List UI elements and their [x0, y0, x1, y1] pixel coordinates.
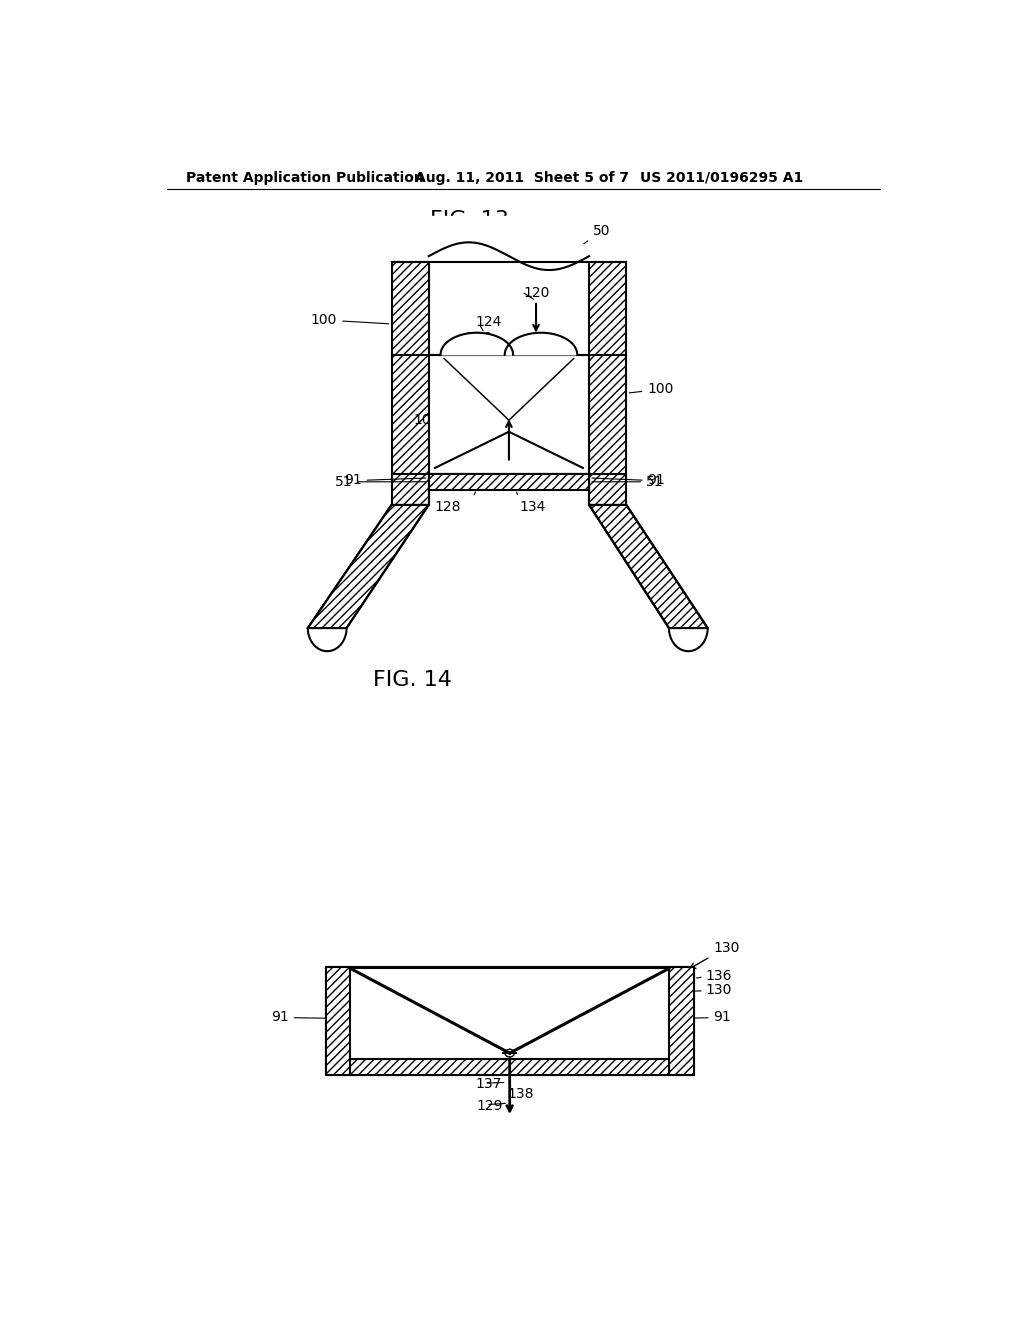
- Text: 100: 100: [311, 313, 389, 327]
- Text: 51: 51: [646, 475, 664, 488]
- Text: 128: 128: [435, 500, 461, 515]
- Text: 138: 138: [508, 1086, 535, 1101]
- Text: 91: 91: [271, 1010, 289, 1024]
- Bar: [669, 966, 693, 1074]
- Text: 105: 105: [354, 1034, 381, 1047]
- Text: US 2011/0196295 A1: US 2011/0196295 A1: [640, 170, 803, 185]
- Text: 122: 122: [486, 1022, 512, 1035]
- Polygon shape: [505, 333, 578, 355]
- Text: 100: 100: [629, 383, 674, 396]
- Bar: [350, 1059, 669, 1074]
- Text: Patent Application Publication: Patent Application Publication: [186, 170, 424, 185]
- Bar: [391, 263, 429, 506]
- Bar: [326, 966, 693, 1074]
- Bar: [350, 1059, 669, 1074]
- Text: 91: 91: [647, 474, 665, 487]
- Bar: [429, 474, 589, 490]
- Polygon shape: [440, 333, 513, 355]
- Text: 124: 124: [415, 983, 441, 997]
- Bar: [326, 966, 350, 1074]
- Bar: [429, 474, 589, 490]
- Bar: [589, 263, 627, 506]
- Text: 130: 130: [690, 940, 739, 969]
- Text: FIG. 14: FIG. 14: [373, 671, 452, 690]
- Bar: [589, 263, 627, 506]
- Text: 134: 134: [553, 1047, 580, 1060]
- Text: 50: 50: [584, 224, 610, 244]
- Text: 126: 126: [465, 331, 492, 345]
- Text: 105: 105: [414, 413, 439, 428]
- Text: 136: 136: [706, 969, 732, 983]
- Text: 134: 134: [519, 500, 546, 515]
- Bar: [429, 355, 589, 474]
- Text: 129: 129: [477, 1098, 503, 1113]
- Text: Aug. 11, 2011  Sheet 5 of 7: Aug. 11, 2011 Sheet 5 of 7: [415, 170, 629, 185]
- Text: 124: 124: [475, 314, 502, 329]
- Bar: [669, 966, 693, 1074]
- Text: 91: 91: [344, 474, 362, 487]
- Text: 130: 130: [706, 983, 732, 997]
- Bar: [326, 966, 350, 1074]
- Text: 126: 126: [553, 991, 580, 1005]
- Text: 137: 137: [475, 1077, 502, 1090]
- Text: 51: 51: [335, 475, 352, 488]
- Text: FIG. 13: FIG. 13: [430, 210, 509, 230]
- Bar: [391, 263, 429, 506]
- Text: 120: 120: [523, 286, 550, 300]
- Text: 91: 91: [713, 1010, 731, 1024]
